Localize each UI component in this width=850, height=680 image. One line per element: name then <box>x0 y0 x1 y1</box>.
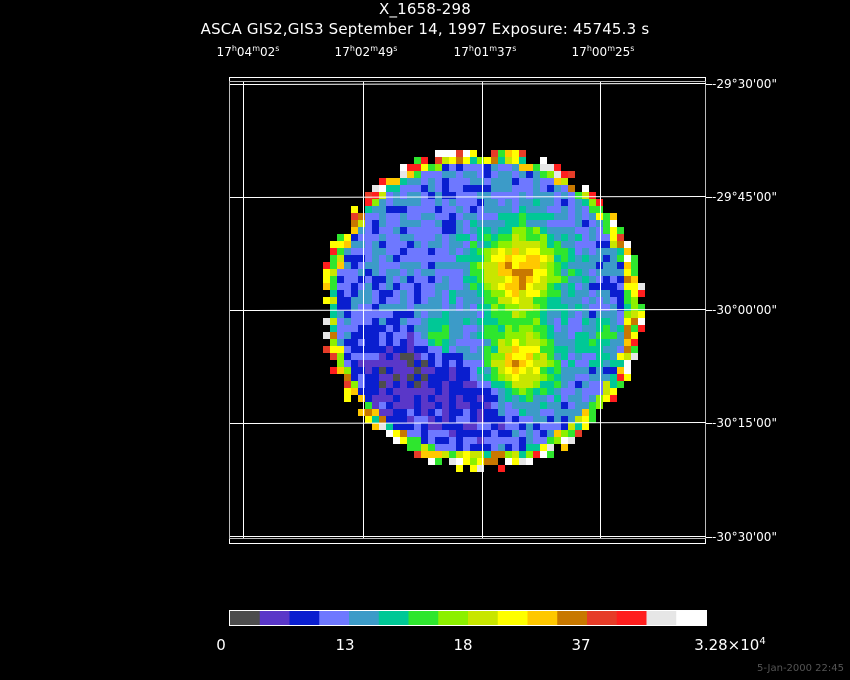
colorbar-border <box>229 610 707 626</box>
colorbar-swatch <box>349 611 380 625</box>
colorbar-swatch <box>289 611 320 625</box>
ra-label-2: 17h02m49s <box>334 44 398 59</box>
dec-gridline-3 <box>229 309 707 311</box>
coordinate-grid <box>229 77 707 544</box>
colorbar-tick-18: 18 <box>453 636 473 654</box>
colorbar-tick-0: 0 <box>216 636 226 654</box>
ra-label-3: 17h01m37s <box>453 44 517 59</box>
colorbar-swatch <box>646 611 677 625</box>
colorbar-tick-37: 37 <box>571 636 591 654</box>
colorbar-tick-max: 3.28×104 <box>694 636 766 654</box>
colorbar-swatch <box>676 611 707 625</box>
dec-label-2: -29°45'00" <box>706 190 777 204</box>
colorbar-swatch <box>527 611 558 625</box>
colorbar-swatch <box>497 611 528 625</box>
colorbar-swatch <box>587 611 618 625</box>
dec-gridline-4 <box>229 422 707 424</box>
colorbar-swatch <box>468 611 499 625</box>
dec-label-3: -30°00'00" <box>706 303 777 317</box>
colorbar-swatch <box>319 611 350 625</box>
colorbar-swatch <box>259 611 290 625</box>
colorbar-tick-13: 13 <box>335 636 355 654</box>
colorbar-swatch <box>616 611 647 625</box>
object-title: X_1658-298 <box>379 0 471 18</box>
colorbar-swatch <box>378 611 409 625</box>
observation-subtitle: ASCA GIS2,GIS3 September 14, 1997 Exposu… <box>200 20 650 38</box>
colorbar <box>229 610 707 626</box>
timestamp-footer: 5-Jan-2000 22:45 <box>757 663 844 674</box>
colorbar-swatch <box>438 611 469 625</box>
dec-gridline-2 <box>229 196 707 198</box>
xray-count-map <box>323 150 645 472</box>
colorbar-swatch <box>408 611 439 625</box>
ra-label-4: 17h00m25s <box>571 44 635 59</box>
dec-label-4: -30°15'00" <box>706 416 777 430</box>
dec-label-5: -30°30'00" <box>706 530 777 544</box>
colorbar-swatch <box>230 611 261 625</box>
colorbar-swatch <box>557 611 588 625</box>
ra-label-1: 17h04m02s <box>216 44 280 59</box>
dec-label-1: -29°30'00" <box>706 77 777 91</box>
dec-gridline-1 <box>229 83 707 85</box>
